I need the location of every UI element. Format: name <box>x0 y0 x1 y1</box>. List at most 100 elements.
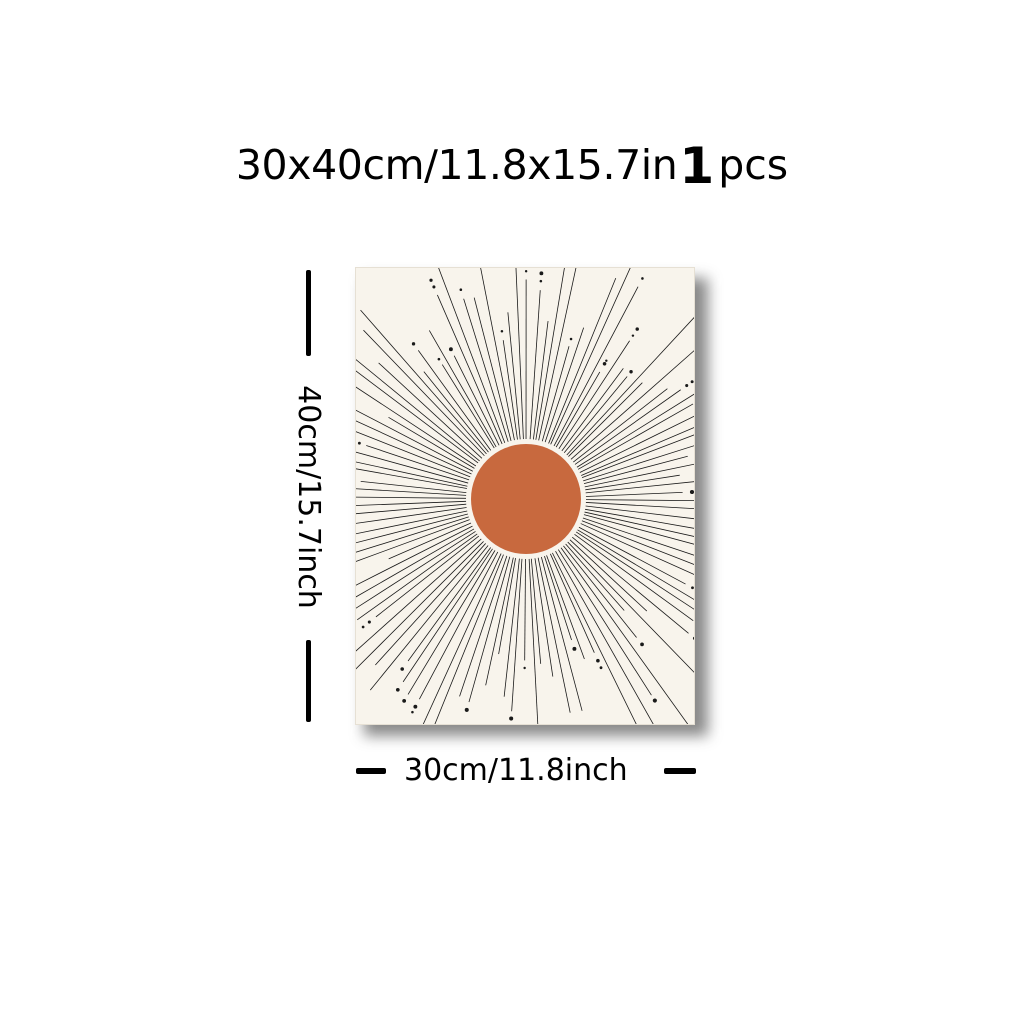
sun-ray <box>565 543 625 611</box>
sun-ray <box>584 511 694 537</box>
sun-ray <box>585 508 694 529</box>
sun-ray <box>434 554 504 724</box>
sun-ray <box>441 364 495 449</box>
sun-ray <box>356 370 479 464</box>
sun-ray <box>544 555 572 641</box>
sun-ray <box>569 539 648 612</box>
sun-ray <box>558 340 630 450</box>
ray-dot <box>652 698 657 703</box>
sun-ray <box>388 522 472 560</box>
sun-ray <box>574 533 694 622</box>
sun-ray <box>502 340 518 440</box>
ray-dot <box>605 359 608 362</box>
sun-ray <box>555 551 654 724</box>
sun-ray <box>356 500 467 506</box>
ray-dot <box>357 441 361 445</box>
sun-ray <box>575 531 694 610</box>
sun-ray <box>437 294 503 445</box>
quantity-unit: pcs <box>718 141 789 189</box>
sun-ray <box>356 386 477 467</box>
ray-dot <box>572 646 577 651</box>
sun-ray <box>378 362 483 459</box>
ray-dot <box>523 666 526 670</box>
sun-ray <box>485 557 514 686</box>
sun-ray <box>503 558 520 697</box>
sun-ray <box>419 551 499 700</box>
sun-ray <box>366 445 470 481</box>
sunburst-art-icon <box>356 268 694 724</box>
sun-ray <box>584 463 694 488</box>
sun-ray <box>530 558 542 664</box>
sun-ray <box>356 496 467 499</box>
sun-ray <box>356 531 476 609</box>
sun-ray <box>577 529 694 600</box>
ray-dot <box>429 278 433 282</box>
sun-ray <box>356 525 473 586</box>
sun-ray <box>356 461 468 487</box>
sun-ray <box>585 491 683 497</box>
sun-disc <box>471 444 581 554</box>
sun-ray <box>423 371 489 453</box>
sun-ray <box>356 503 467 515</box>
ray-dot <box>413 704 418 709</box>
sun-ray <box>550 553 595 653</box>
ray-dot <box>640 642 644 647</box>
sun-ray <box>459 555 508 697</box>
sun-ray <box>548 278 617 444</box>
sun-ray <box>529 290 541 440</box>
poster-artwork <box>356 268 694 724</box>
sun-ray <box>360 480 467 494</box>
sun-ray <box>417 350 492 451</box>
sun-ray <box>585 481 694 494</box>
sun-ray <box>356 468 467 489</box>
sun-ray <box>356 541 484 670</box>
width-label: 30cm/11.8inch <box>404 753 628 788</box>
ray-dot <box>691 586 694 590</box>
height-bar-top <box>306 270 311 356</box>
sun-ray <box>356 359 480 462</box>
ray-dot <box>602 361 607 366</box>
sun-ray <box>583 445 694 482</box>
sun-ray <box>356 516 469 553</box>
sun-ray <box>375 543 486 666</box>
ray-dot <box>464 707 469 712</box>
ray-dot <box>596 658 600 663</box>
sun-ray <box>535 268 565 440</box>
sun-ray <box>555 371 601 448</box>
sun-ray <box>581 520 694 565</box>
sun-ray <box>463 298 509 442</box>
sun-ray <box>585 505 694 520</box>
sun-ray <box>357 533 478 621</box>
sun-ray <box>356 409 473 472</box>
sun-ray <box>553 286 639 447</box>
sun-ray <box>511 558 523 712</box>
sun-ray <box>363 329 485 457</box>
sun-ray <box>538 268 577 441</box>
sun-ray <box>524 558 526 661</box>
sun-ray <box>570 350 694 460</box>
sun-ray <box>574 389 681 465</box>
sun-ray <box>561 368 624 452</box>
ray-dot <box>500 329 504 333</box>
size-text: 30x40cm/11.8x15.7in <box>235 141 678 189</box>
sun-ray <box>438 268 506 444</box>
sun-ray <box>402 548 493 683</box>
ray-dot <box>448 347 453 352</box>
sun-ray <box>507 312 521 440</box>
ray-dot <box>690 380 694 384</box>
sun-ray <box>567 541 694 673</box>
ray-dot <box>361 625 365 629</box>
ray-dot <box>629 370 633 374</box>
sun-ray <box>498 558 516 655</box>
ray-dot <box>402 699 407 703</box>
sun-ray <box>356 488 467 496</box>
ray-dot <box>411 342 416 346</box>
sun-ray <box>546 555 585 660</box>
sun-ray <box>422 553 502 724</box>
sun-ray <box>468 556 511 703</box>
ray-dot <box>411 710 414 714</box>
sun-ray <box>557 549 652 696</box>
ray-dot <box>395 687 400 692</box>
sun-ray <box>573 388 668 463</box>
sun-ray <box>356 513 468 544</box>
